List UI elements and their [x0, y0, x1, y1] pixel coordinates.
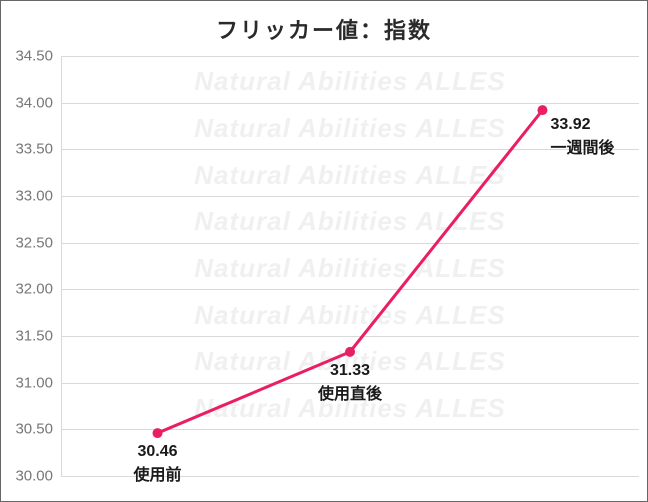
y-tick-label: 34.00 [15, 94, 53, 111]
series-marker [537, 105, 547, 115]
data-label-category: 使用前 [118, 461, 198, 485]
y-tick-label: 33.50 [15, 141, 53, 158]
data-label-category: 一週間後 [550, 134, 614, 158]
data-label-value: 31.33 [310, 362, 390, 380]
y-tick-label: 34.50 [15, 48, 53, 65]
y-tick-label: 32.50 [15, 234, 53, 251]
y-tick-label: 32.00 [15, 281, 53, 298]
series-marker [345, 347, 355, 357]
data-label-value: 33.92 [550, 116, 614, 134]
y-tick-label: 30.50 [15, 421, 53, 438]
plot-area: Natural Abilities ALLESNatural Abilities… [61, 56, 639, 476]
data-label: 31.33使用直後 [310, 362, 390, 404]
chart-container: フリッカー値：指数 Natural Abilities ALLESNatural… [0, 0, 648, 502]
y-tick-label: 31.00 [15, 374, 53, 391]
data-label: 33.92一週間後 [550, 116, 614, 158]
data-label: 30.46使用前 [118, 443, 198, 485]
data-label-value: 30.46 [118, 443, 198, 461]
y-tick-label: 30.00 [15, 468, 53, 485]
y-tick-label: 31.50 [15, 328, 53, 345]
y-tick-label: 33.00 [15, 188, 53, 205]
series-marker [153, 428, 163, 438]
data-label-category: 使用直後 [310, 380, 390, 404]
chart-title: フリッカー値：指数 [1, 13, 647, 45]
